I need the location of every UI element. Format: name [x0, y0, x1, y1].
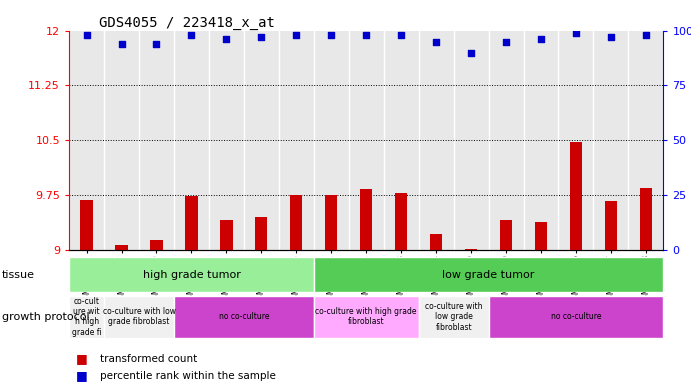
Text: co-culture with high grade
fibroblast: co-culture with high grade fibroblast [316, 307, 417, 326]
Point [500, 39, 511, 45]
Bar [185, 196, 198, 250]
Point [571, 30, 582, 36]
Text: co-cult
ure wit
h high
grade fi: co-cult ure wit h high grade fi [72, 297, 102, 337]
Bar [314, 296, 419, 338]
Text: co-culture with
low grade
fibroblast: co-culture with low grade fibroblast [425, 302, 482, 332]
Bar [115, 245, 128, 250]
Bar [465, 249, 477, 250]
Bar [594, 31, 628, 250]
Point [536, 36, 547, 43]
Bar [104, 31, 139, 250]
Text: growth protocol: growth protocol [2, 312, 90, 322]
Text: no co-culture: no co-culture [218, 312, 269, 321]
Bar [395, 193, 407, 250]
Point [396, 32, 407, 38]
Bar [174, 296, 314, 338]
Bar [524, 31, 558, 250]
Point [81, 32, 92, 38]
Text: high grade tumor: high grade tumor [142, 270, 240, 280]
Point [221, 36, 232, 43]
Bar [314, 257, 663, 292]
Bar [558, 31, 594, 250]
Point [430, 39, 442, 45]
Point [186, 32, 197, 38]
Bar [384, 31, 419, 250]
Bar [244, 31, 279, 250]
Bar [360, 189, 372, 250]
Bar [419, 31, 453, 250]
Bar [628, 31, 663, 250]
Text: co-culture with low
grade fibroblast: co-culture with low grade fibroblast [102, 307, 176, 326]
Text: GDS4055 / 223418_x_at: GDS4055 / 223418_x_at [99, 16, 275, 30]
Text: ■: ■ [76, 369, 88, 382]
Bar [279, 31, 314, 250]
Bar [69, 296, 104, 338]
Text: percentile rank within the sample: percentile rank within the sample [100, 371, 276, 381]
Bar [325, 195, 337, 250]
Text: tissue: tissue [2, 270, 35, 280]
Bar [489, 31, 524, 250]
Bar [349, 31, 384, 250]
Point [466, 50, 477, 56]
Bar [500, 220, 512, 250]
Text: no co-culture: no co-culture [551, 312, 601, 321]
Point [641, 32, 652, 38]
Bar [104, 296, 174, 338]
Bar [453, 31, 489, 250]
Point [116, 41, 127, 47]
Bar [174, 31, 209, 250]
Bar [139, 31, 174, 250]
Bar [209, 31, 244, 250]
Bar [151, 240, 162, 250]
Point [291, 32, 302, 38]
Bar [535, 222, 547, 250]
Bar [314, 31, 349, 250]
Text: low grade tumor: low grade tumor [442, 270, 535, 280]
Bar [419, 296, 489, 338]
Point [325, 32, 337, 38]
Bar [290, 195, 303, 250]
Bar [220, 220, 232, 250]
Point [361, 32, 372, 38]
Bar [255, 217, 267, 250]
Point [605, 34, 616, 40]
Bar [69, 257, 314, 292]
Text: transformed count: transformed count [100, 354, 198, 364]
Bar [640, 188, 652, 250]
Text: ■: ■ [76, 353, 88, 366]
Point [256, 34, 267, 40]
Bar [489, 296, 663, 338]
Point [151, 41, 162, 47]
Bar [430, 234, 442, 250]
Bar [605, 201, 617, 250]
Bar [69, 31, 104, 250]
Bar [80, 200, 93, 250]
Bar [570, 142, 582, 250]
